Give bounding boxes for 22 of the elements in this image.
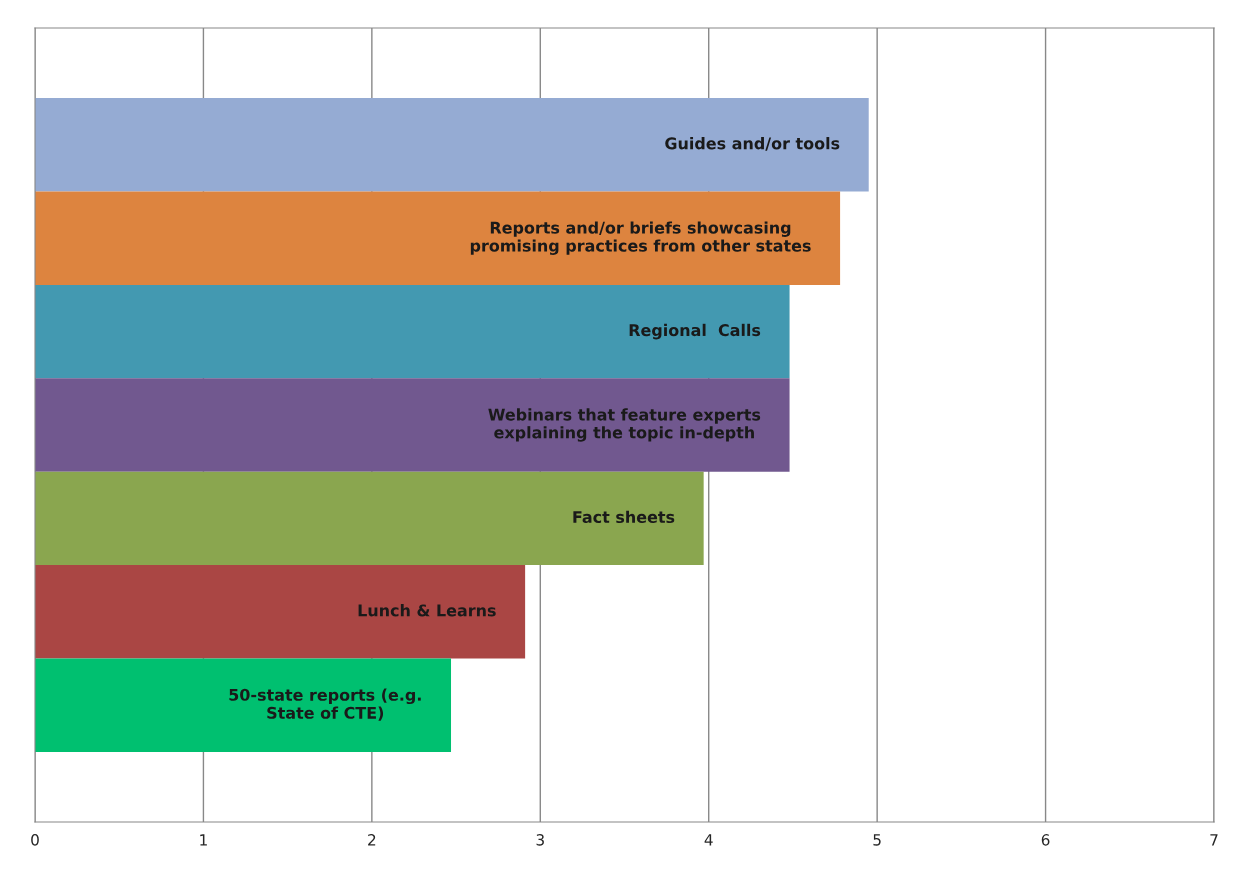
y-tick-label: Regional Calls xyxy=(629,323,761,340)
bar xyxy=(35,565,526,659)
x-tick-label: 1 xyxy=(200,834,207,846)
x-tick-label: 3 xyxy=(536,834,544,846)
x-tick-label: 5 xyxy=(873,834,881,846)
y-tick-label: Guides and/or tools xyxy=(665,137,840,151)
x-tick-label: 4 xyxy=(704,834,713,846)
x-tick-label: 0 xyxy=(31,834,39,846)
y-tick-label: Webinars that feature experts explaining the topic in-depth xyxy=(488,408,761,442)
bar xyxy=(35,378,790,472)
bar xyxy=(35,471,704,566)
x-tick-label: 6 xyxy=(1041,834,1050,846)
bar xyxy=(35,284,790,379)
x-tick-label: 7 xyxy=(1210,834,1218,846)
bar xyxy=(35,658,452,752)
y-tick-label: Fact sheets xyxy=(573,510,675,524)
y-tick-label: Lunch & Learns xyxy=(358,604,496,617)
x-tick-label: 2 xyxy=(368,834,376,846)
bar xyxy=(35,191,841,285)
y-tick-label: Reports and/or briefs showcasing promising practices from other states xyxy=(470,221,811,255)
y-tick-label: 50-state reports (e.g. State of CTE) xyxy=(229,688,421,721)
bar xyxy=(35,98,869,192)
